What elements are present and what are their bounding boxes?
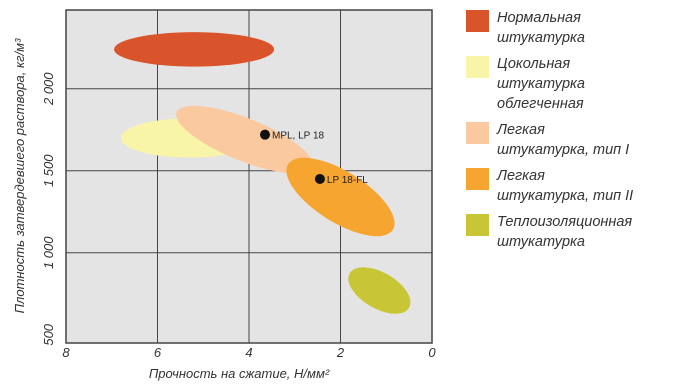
legend-swatch: [466, 214, 489, 236]
legend-label: Легкая штукатурка, тип I: [497, 122, 630, 158]
legend-swatch: [466, 168, 489, 190]
legend-label: Легкая штукатурка, тип II: [497, 168, 634, 204]
x-axis-title: Прочность на сжатие, Н/мм²: [149, 366, 330, 381]
region-ellipse: [114, 32, 275, 67]
y-tick-label: 1 000: [41, 236, 56, 269]
x-tick-label: 2: [336, 345, 345, 360]
legend-swatch: [466, 122, 489, 144]
y-tick-label: 2 000: [41, 72, 56, 106]
data-point: [260, 129, 271, 140]
legend-item: Цокольная штукатурка облегченная: [466, 54, 684, 114]
legend-item: Легкая штукатурка, тип I: [466, 120, 684, 160]
region-ellipse: [286, 157, 395, 237]
y-tick-label: 1 500: [41, 154, 56, 187]
legend-label: Теплоизоляционная штукатурка: [497, 214, 633, 250]
chart: MPL, LP 18 LP 18-FL 8 6 4 2 0 500 1 000 1 500 2 0…: [12, 9, 436, 381]
legend-swatch: [466, 10, 489, 32]
data-point-label: MPL, LP 18: [272, 131, 325, 142]
legend-label: Цокольная штукатурка облегченная: [497, 56, 585, 112]
data-point: [314, 173, 325, 184]
tick-labels: 8 6 4 2 0 500 1 000 1 500 2 000: [41, 72, 436, 360]
legend-label: Нормальная штукатурка: [497, 10, 585, 46]
region-ellipse: [348, 267, 411, 314]
regions: [114, 32, 411, 314]
x-tick-label: 6: [154, 345, 162, 360]
y-axis-title: Плотность затвердевшего раствора, кг/м³: [12, 38, 27, 313]
x-tick-label: 8: [62, 345, 70, 360]
legend-item: Легкая штукатурка, тип II: [466, 166, 684, 206]
y-tick-label: 500: [41, 323, 56, 345]
legend-item: Нормальная штукатурка: [466, 8, 684, 48]
x-tick-label: 0: [428, 345, 436, 360]
legend: Нормальная штукатурка Цокольная штукатурк…: [466, 8, 684, 258]
region-ellipse: [176, 105, 313, 174]
data-points: MPL, LP 18 LP 18-FL: [260, 129, 368, 186]
plot-border: [65, 9, 433, 344]
data-point-label: LP 18-FL: [327, 175, 368, 186]
legend-swatch: [466, 56, 489, 78]
x-tick-label: 4: [245, 345, 252, 360]
legend-item: Теплоизоляционная штукатурка: [466, 212, 684, 252]
